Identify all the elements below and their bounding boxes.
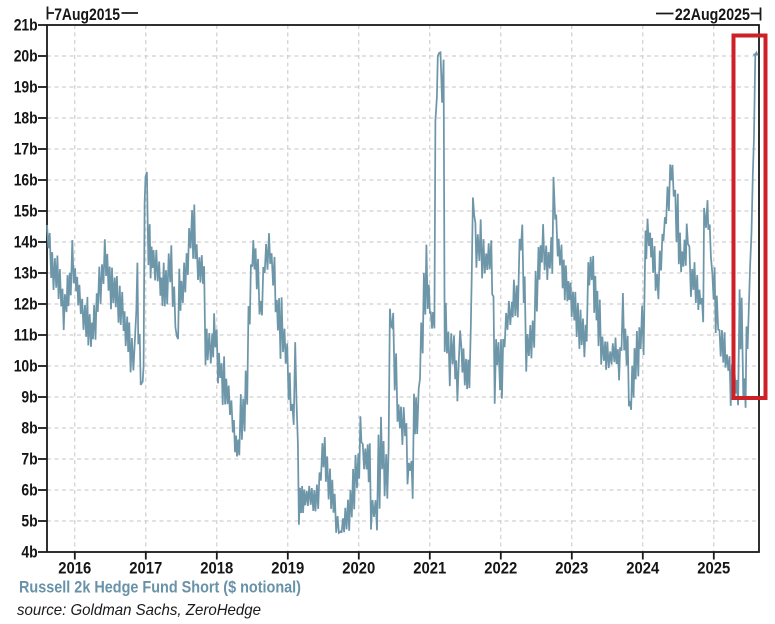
svg-text:2020: 2020 xyxy=(342,559,375,578)
svg-text:source: Goldman Sachs, ZeroHed: source: Goldman Sachs, ZeroHedge xyxy=(17,602,261,619)
svg-text:2024: 2024 xyxy=(626,559,659,578)
svg-text:2021: 2021 xyxy=(413,559,446,578)
svg-text:21b: 21b xyxy=(14,15,38,34)
svg-text:13b: 13b xyxy=(14,263,38,282)
svg-text:19b: 19b xyxy=(14,77,38,96)
svg-text:2018: 2018 xyxy=(200,559,233,578)
svg-text:9b: 9b xyxy=(21,387,37,406)
svg-text:5b: 5b xyxy=(21,511,37,530)
svg-text:2017: 2017 xyxy=(129,559,162,578)
svg-text:10b: 10b xyxy=(14,356,38,375)
svg-text:20b: 20b xyxy=(14,46,38,65)
svg-text:8b: 8b xyxy=(21,418,37,437)
svg-text:16b: 16b xyxy=(14,170,38,189)
svg-text:2025: 2025 xyxy=(697,559,730,578)
svg-text:Russell 2k Hedge Fund Short ($: Russell 2k Hedge Fund Short ($ notional) xyxy=(19,577,301,596)
svg-text:7b: 7b xyxy=(21,449,37,468)
svg-text:2019: 2019 xyxy=(271,559,304,578)
svg-text:2016: 2016 xyxy=(58,559,91,578)
svg-text:17b: 17b xyxy=(14,139,38,158)
svg-text:7Aug2015: 7Aug2015 xyxy=(54,5,120,24)
svg-text:22Aug2025: 22Aug2025 xyxy=(675,5,750,24)
svg-text:11b: 11b xyxy=(14,325,38,344)
svg-text:12b: 12b xyxy=(14,294,38,313)
svg-text:18b: 18b xyxy=(14,108,38,127)
svg-text:14b: 14b xyxy=(14,232,38,251)
svg-text:4b: 4b xyxy=(21,542,37,561)
svg-text:2022: 2022 xyxy=(484,559,517,578)
svg-text:2023: 2023 xyxy=(555,559,588,578)
svg-text:15b: 15b xyxy=(14,201,38,220)
svg-text:6b: 6b xyxy=(21,480,37,499)
